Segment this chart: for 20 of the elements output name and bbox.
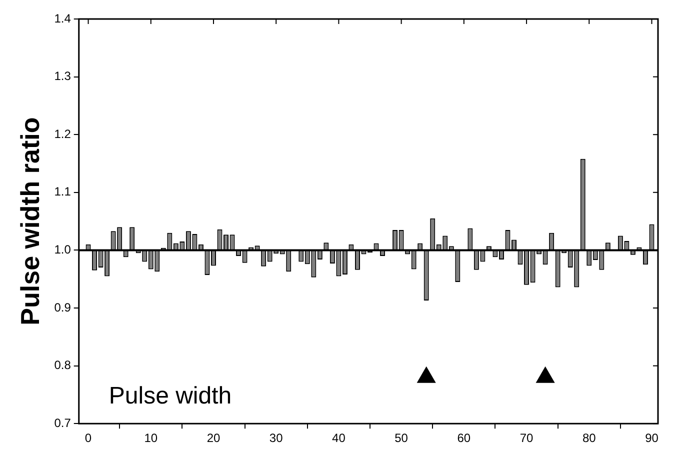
y-tick-label: 0.9 <box>54 300 72 314</box>
y-tick-label: 1.3 <box>54 69 72 84</box>
x-tick-label: 40 <box>332 431 346 446</box>
y-tick-label: 1.0 <box>54 242 72 257</box>
x-tick-label: 50 <box>394 431 408 446</box>
annotation: Pulse width <box>108 382 232 410</box>
x-tick-label: 80 <box>582 431 596 446</box>
x-tick-label: 0 <box>84 431 92 446</box>
y-tick-label: 1.1 <box>54 184 72 199</box>
y-axis-title: Pulse width ratio <box>14 117 45 326</box>
x-tick-label: 20 <box>206 431 220 446</box>
x-tick-label: 90 <box>645 431 659 446</box>
y-tick-label: 0.7 <box>54 416 72 430</box>
y-tick-label: 1.2 <box>54 126 72 141</box>
x-tick-label: 70 <box>520 431 534 446</box>
y-tick-label: 1.4 <box>54 11 72 26</box>
x-tick-label: 60 <box>457 431 471 446</box>
y-tick-label: 0.8 <box>54 358 72 372</box>
x-tick-label: 30 <box>269 431 284 446</box>
x-tick-label: 10 <box>144 431 158 446</box>
